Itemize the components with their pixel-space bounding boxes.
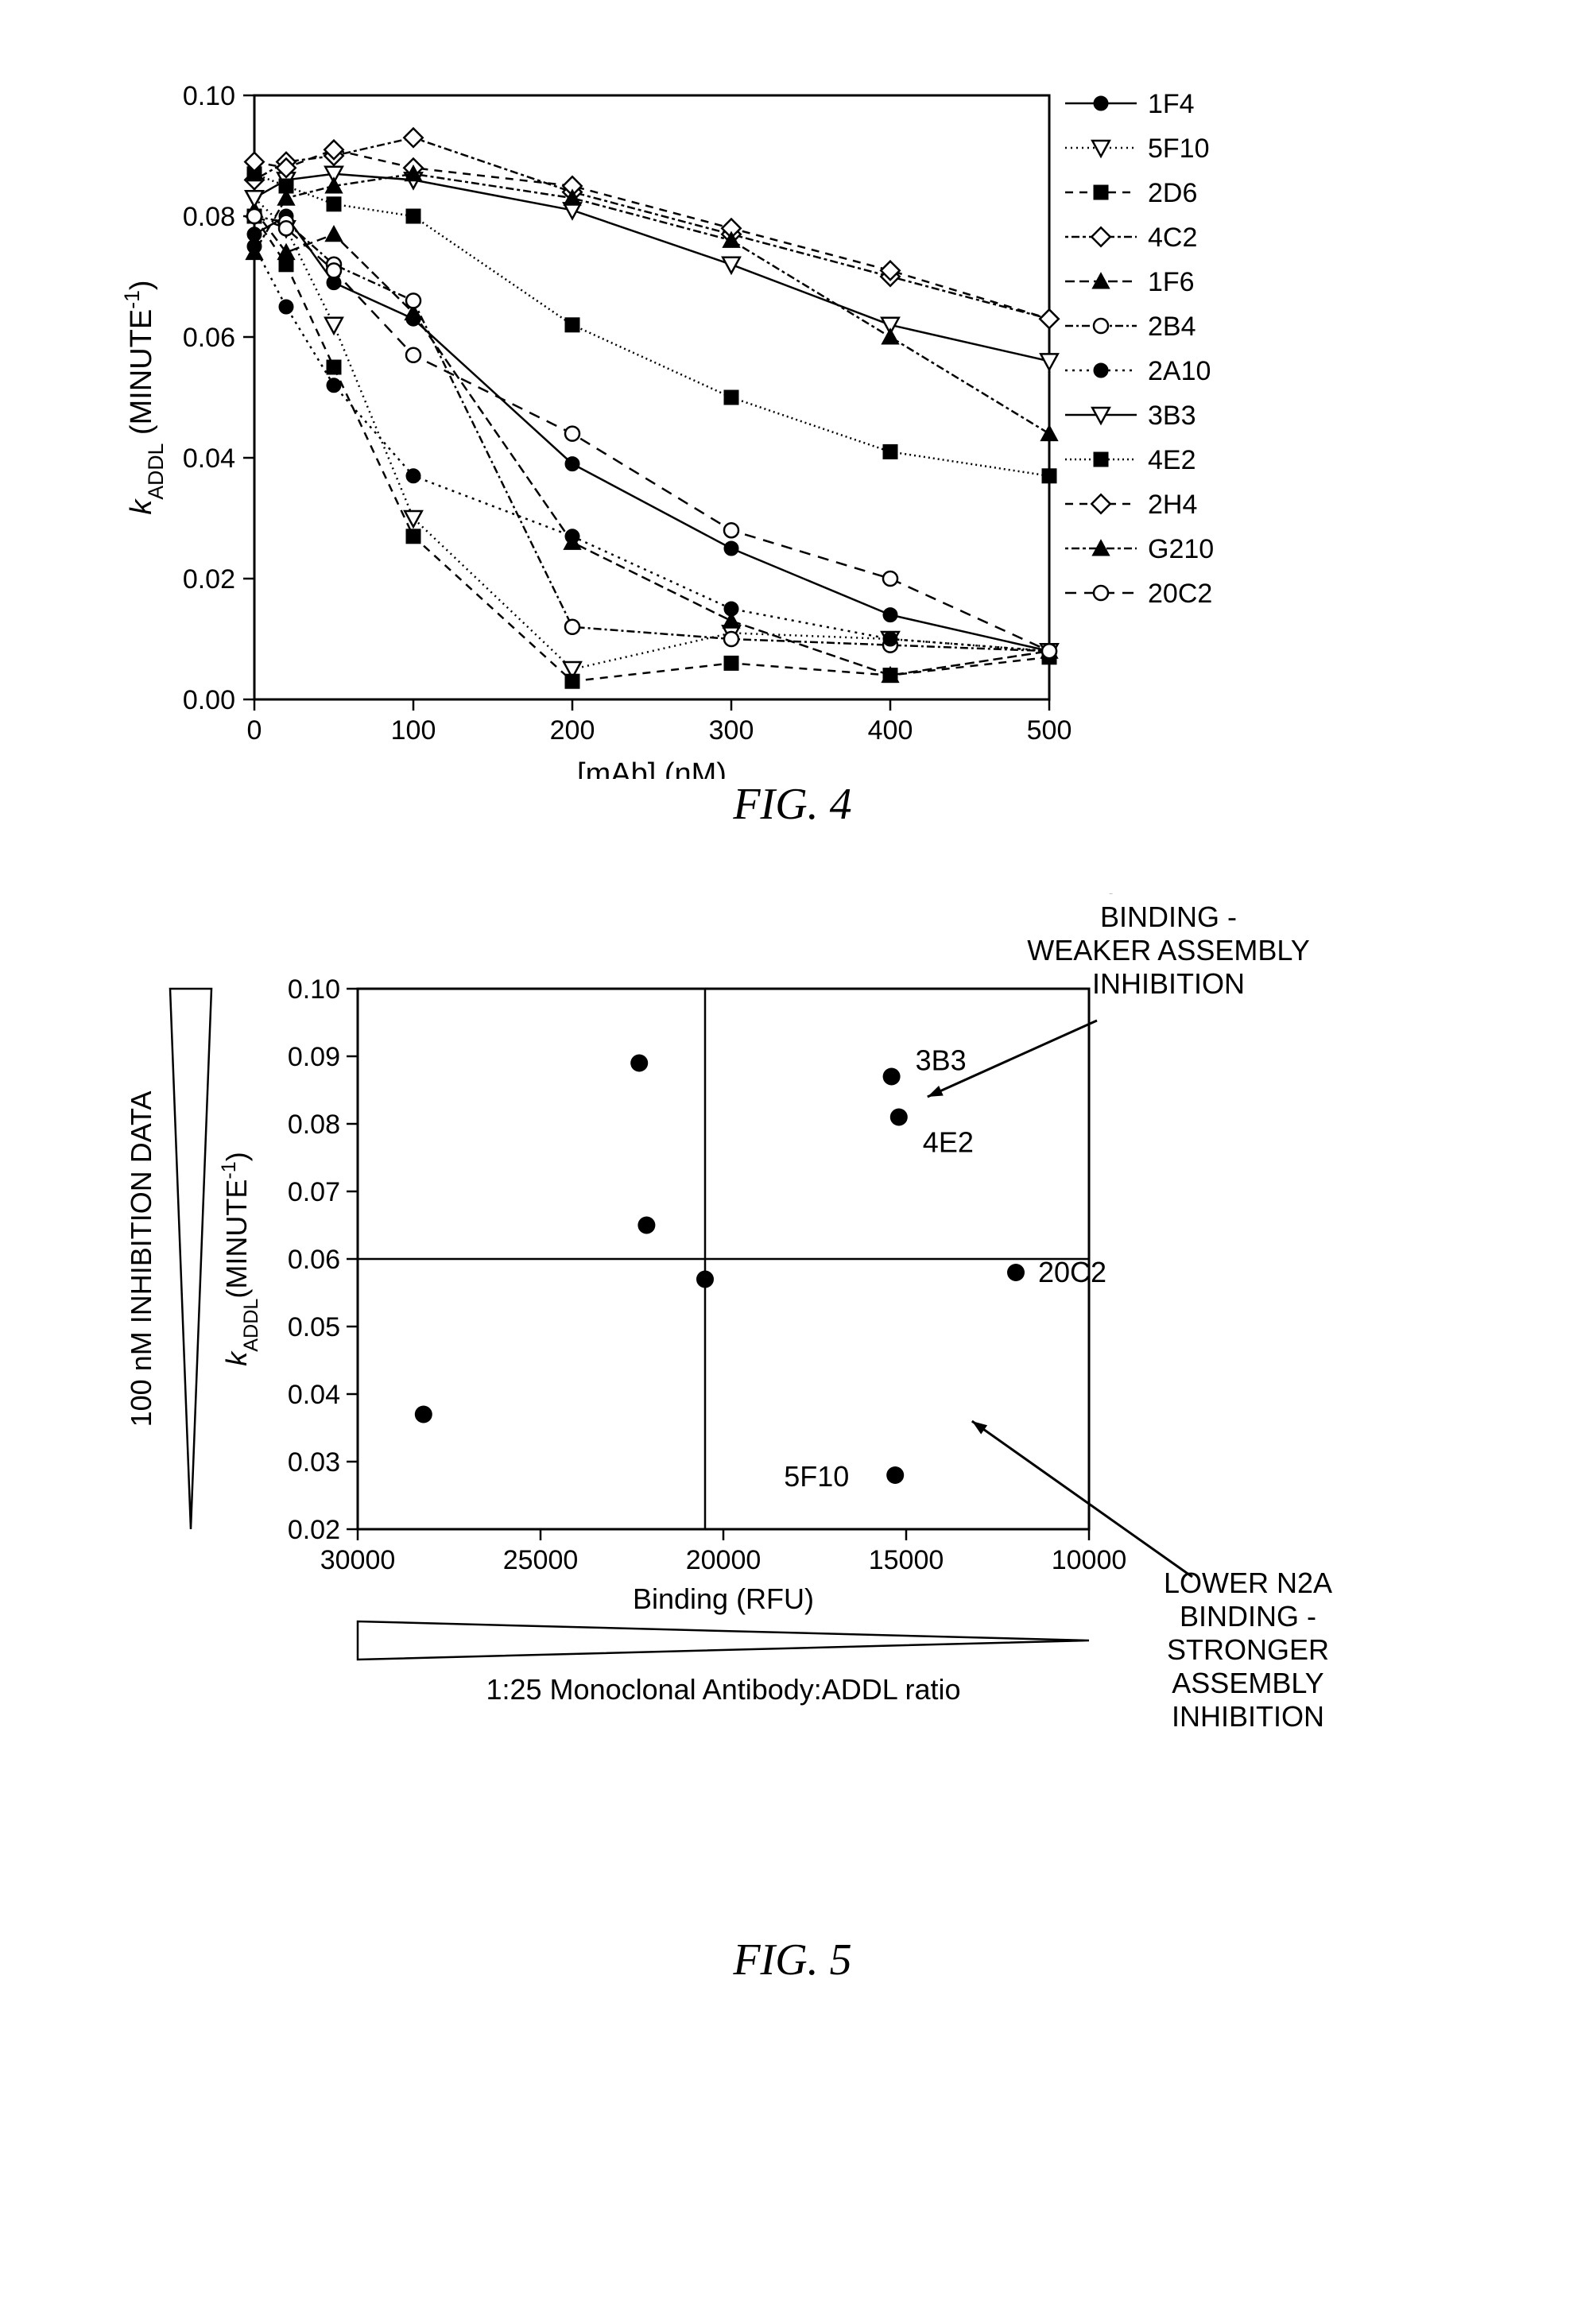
svg-text:Binding (RFU): Binding (RFU)	[633, 1582, 814, 1615]
svg-text:0.04: 0.04	[288, 1380, 340, 1410]
svg-text:[mAb] (nM): [mAb] (nM)	[577, 757, 727, 779]
svg-text:INHIBITION: INHIBITION	[1172, 1700, 1324, 1733]
svg-text:200: 200	[550, 715, 595, 746]
svg-text:STRONGER: STRONGER	[1167, 1633, 1329, 1666]
svg-text:BINDING -: BINDING -	[1180, 1600, 1316, 1633]
svg-text:1F6: 1F6	[1148, 267, 1195, 297]
svg-text:0.04: 0.04	[183, 443, 235, 474]
svg-text:ASSEMBLY: ASSEMBLY	[1172, 1667, 1323, 1699]
svg-text:4E2: 4E2	[1148, 445, 1196, 475]
fig4-chart: 0 100 200 300 400 500 0.00 0.02 0.04 0.06 0.08 0.10…	[95, 64, 1574, 779]
svg-text:400: 400	[868, 715, 913, 746]
svg-text:INHIBITION: INHIBITION	[1092, 967, 1245, 1000]
svg-text:LOWER N2A: LOWER N2A	[1164, 1567, 1332, 1599]
svg-text:0.00: 0.00	[183, 685, 235, 715]
svg-text:0.09: 0.09	[288, 1042, 340, 1072]
svg-text:WEAKER ASSEMBLY: WEAKER ASSEMBLY	[1027, 934, 1309, 966]
svg-text:0.08: 0.08	[183, 202, 235, 232]
svg-text:0.10: 0.10	[288, 974, 340, 1005]
svg-text:25000: 25000	[503, 1545, 579, 1575]
svg-text:0.10: 0.10	[183, 81, 235, 111]
svg-text:1:25 Monoclonal Antibody:ADDL: 1:25 Monoclonal Antibody:ADDL ratio	[486, 1673, 960, 1706]
svg-text:0.05: 0.05	[288, 1312, 340, 1342]
svg-text:0: 0	[247, 715, 262, 746]
svg-text:kADDL(MINUTE-1): kADDL(MINUTE-1)	[218, 1152, 262, 1366]
svg-text:30000: 30000	[320, 1545, 396, 1575]
fig5-label: FIG. 5	[95, 1935, 1490, 1985]
svg-text:2D6: 2D6	[1148, 178, 1197, 208]
svg-text:G210: G210	[1148, 534, 1214, 564]
figure-5: 30000 25000 20000 15000 10000 0.02 0.03 0.04 0.0…	[95, 893, 1490, 1985]
svg-text:0.03: 0.03	[288, 1447, 340, 1478]
svg-text:300: 300	[709, 715, 754, 746]
svg-text:5F10: 5F10	[784, 1460, 849, 1493]
fig4-label: FIG. 4	[95, 779, 1490, 830]
svg-text:2A10: 2A10	[1148, 356, 1211, 386]
svg-text:0.06: 0.06	[183, 323, 235, 353]
svg-text:4C2: 4C2	[1148, 223, 1197, 253]
svg-text:20C2: 20C2	[1038, 1256, 1106, 1288]
svg-text:100: 100	[391, 715, 436, 746]
svg-text:500: 500	[1027, 715, 1072, 746]
svg-text:20000: 20000	[686, 1545, 761, 1575]
svg-text:1F4: 1F4	[1148, 89, 1195, 119]
svg-text:0.07: 0.07	[288, 1177, 340, 1207]
fig5-chart: 30000 25000 20000 15000 10000 0.02 0.03 0.04 0.0…	[95, 893, 1526, 1935]
svg-text:0.02: 0.02	[288, 1515, 340, 1545]
svg-text:20C2: 20C2	[1148, 579, 1212, 609]
svg-text:kADDL (MINUTE-1): kADDL (MINUTE-1)	[120, 280, 168, 514]
svg-text:0.06: 0.06	[288, 1245, 340, 1275]
svg-text:BINDING -: BINDING -	[1100, 901, 1237, 933]
svg-text:3B3: 3B3	[916, 1044, 967, 1077]
figure-4: 0 100 200 300 400 500 0.00 0.02 0.04 0.06 0.08 0.10…	[95, 64, 1490, 830]
svg-text:2H4: 2H4	[1148, 490, 1197, 520]
svg-text:5F10: 5F10	[1148, 134, 1210, 164]
svg-text:2B4: 2B4	[1148, 312, 1196, 342]
svg-text:3B3: 3B3	[1148, 401, 1196, 431]
svg-text:100 nM INHIBITION DATA: 100 nM INHIBITION DATA	[125, 1091, 157, 1427]
svg-text:0.02: 0.02	[183, 564, 235, 595]
svg-text:LOWER N2A: LOWER N2A	[1084, 893, 1253, 900]
svg-text:4E2: 4E2	[923, 1126, 974, 1159]
svg-text:15000: 15000	[869, 1545, 944, 1575]
svg-text:10000: 10000	[1052, 1545, 1127, 1575]
svg-text:0.08: 0.08	[288, 1110, 340, 1140]
